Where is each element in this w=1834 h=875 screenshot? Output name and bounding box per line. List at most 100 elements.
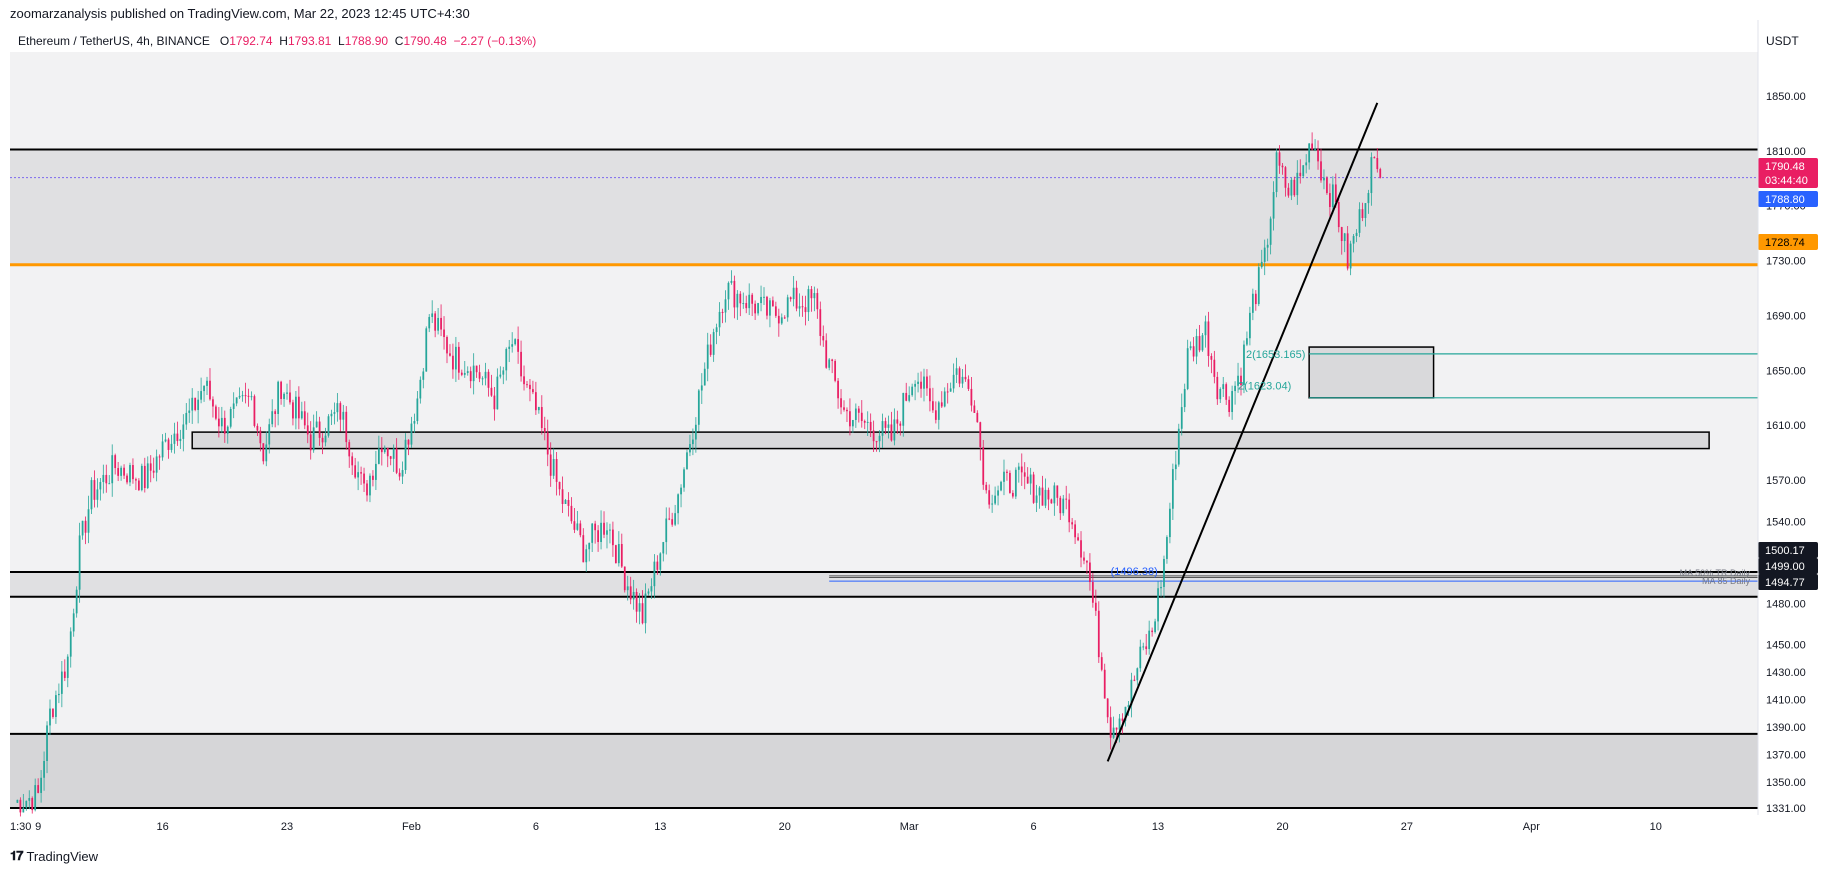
candle-body [372,475,374,480]
candle-body [1006,471,1008,473]
candle-body [982,447,985,485]
price-tick-label: 1410.00 [1766,695,1806,707]
price-badge-1 [1758,191,1818,207]
candle-body [454,346,457,370]
candle-body [354,465,357,478]
candle-body [798,306,801,309]
candle-body [1053,485,1056,504]
candle-body [650,586,653,592]
candle-body [937,402,940,420]
price-chart[interactable]: 2(1653.165) 2(1623.04) (1496.38) MA 50% TR … [0,0,1834,840]
candle-body [105,474,108,484]
candle-body [1257,267,1260,305]
candle-body [200,391,202,400]
candle-body [1260,261,1263,268]
candle-body [1011,492,1014,497]
candle-body [614,545,617,564]
price-tick-label: 1480.00 [1766,599,1806,611]
candle-body [1225,384,1228,400]
candle-body [398,472,401,477]
candle-body [63,671,66,678]
candle-body [786,297,789,318]
candle-body [579,523,582,536]
candle-body [757,303,759,314]
candle-body [229,408,232,427]
candle-body [268,424,271,445]
candle-body [597,530,599,543]
candle-body [792,287,795,300]
candle-body [1311,143,1314,150]
time-tick-label: 16 [156,821,168,833]
candle-body [232,403,235,409]
candle-body [588,542,591,550]
candle-body [946,391,949,393]
candle-body [505,348,508,371]
candle-body [1222,384,1225,390]
candle-body [813,293,816,299]
close-label: C [394,34,404,48]
candle-body [1302,165,1305,177]
candle-body [620,543,623,567]
candle-body [1047,489,1050,500]
candle-body [1240,375,1242,385]
candle-body [1195,336,1198,357]
time-tick-label: Mar [900,821,919,833]
candle-body [333,412,336,414]
candle-body [164,439,167,442]
candle-body [582,535,585,563]
candle-body [1065,498,1068,500]
candle-body [1263,247,1266,262]
candle-body [905,392,908,401]
candle-body [561,489,564,504]
candle-body [1142,646,1145,648]
candle-body [1275,152,1278,193]
candle-body [807,289,810,313]
candle-body [1340,227,1343,242]
candle-body [703,368,706,386]
footer-brand[interactable]: 𝟏𝟕 TradingView [10,848,98,864]
open-value: 1792.74 [229,34,273,48]
candle-body [1216,376,1219,400]
candle-body [617,543,620,564]
time-tick-label: 13 [1152,821,1164,833]
candle-body [194,397,197,410]
candle-body [283,393,285,399]
fib-label-1: 2(1623.04) [1238,381,1291,393]
candle-body [931,401,934,411]
candle-body [1091,582,1094,603]
candle-body [28,798,31,801]
candle-body [511,344,514,347]
candle-body [152,470,155,473]
candle-body [520,351,522,377]
candle-body [789,297,792,300]
candle-body [295,396,297,419]
candle-body [493,395,496,410]
candle-body [1127,705,1130,707]
time-tick-label: 6 [1031,821,1037,833]
candle-body [952,374,955,389]
candle-body [223,417,226,434]
candle-body [256,425,259,431]
candle-body [309,434,312,451]
candle-body [274,411,277,414]
symbol-label[interactable]: Ethereum / TetherUS, 4h, BINANCE [18,34,210,48]
candle-body [1201,335,1204,351]
time-tick-label: 20 [1276,821,1288,833]
candle-body [324,435,327,443]
candle-body [1124,706,1127,721]
candle-body [135,479,137,481]
candle-body [173,433,176,444]
candle-body [1331,184,1334,208]
candle-body [49,708,51,726]
candle-body [206,380,208,386]
currency-label[interactable]: USDT [1766,34,1799,48]
candle-body [626,586,629,591]
candle-body [327,416,330,436]
candle-body [964,376,967,380]
candle-body [1121,718,1124,721]
candle-body [955,368,958,375]
candle-body [591,523,594,543]
candle-body [389,456,392,459]
candle-body [247,395,250,397]
candle-body [745,303,748,309]
